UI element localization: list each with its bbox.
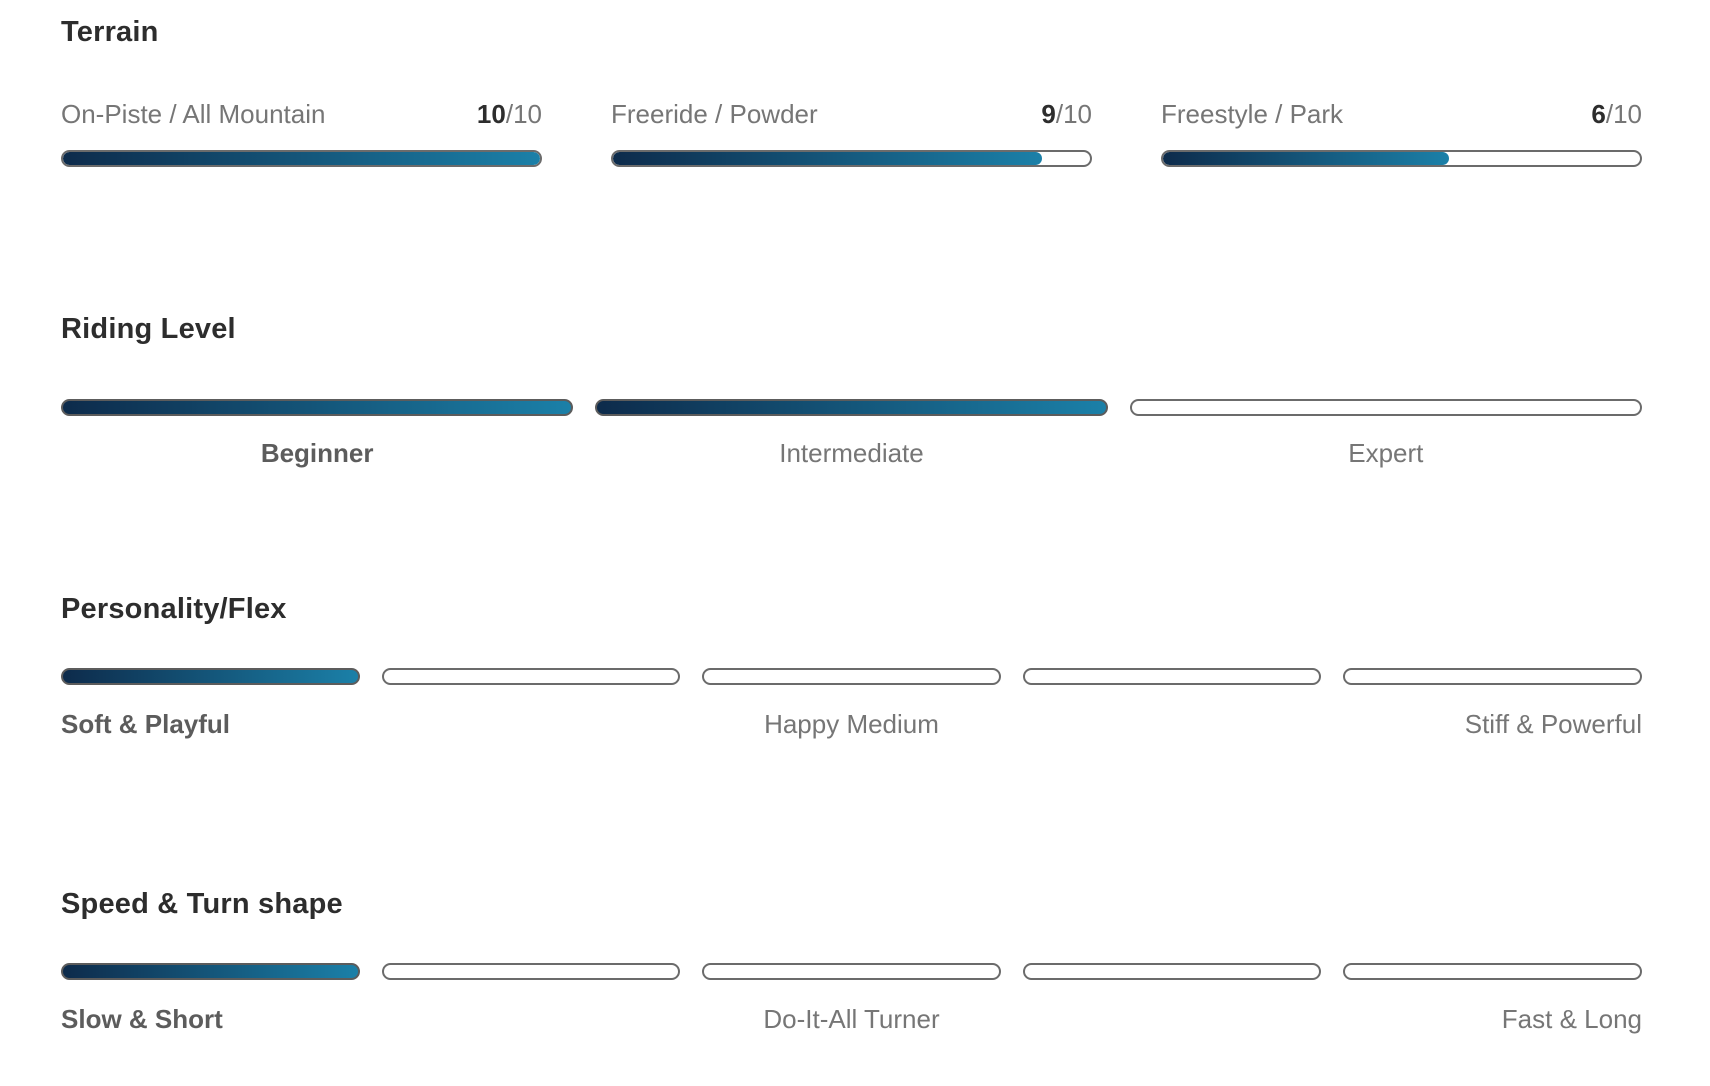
scale-segment (1343, 668, 1642, 686)
rating-bar-fill (1163, 152, 1450, 166)
terrain-metric-freeride: Freeride / Powder 9/10 (611, 99, 1092, 168)
metric-value-max: /10 (505, 99, 542, 130)
riding-level-scale (61, 398, 1642, 416)
section-title-riding-level: Riding Level (61, 313, 236, 346)
metric-value: 9/10 (1041, 99, 1092, 130)
scale-segment (595, 398, 1108, 416)
metric-value-number: 10 (476, 99, 506, 130)
scale-segment (1022, 963, 1322, 981)
scale-segment (381, 963, 681, 981)
metric-value: 10/10 (477, 99, 542, 130)
scale-segment (381, 668, 681, 686)
metric-value-number: 6 (1591, 99, 1606, 130)
scale-label-stiff-powerful: Stiff & Powerful (1464, 709, 1642, 740)
rating-bar-fill (613, 152, 1043, 166)
scale-segment (61, 398, 574, 416)
scale-label-soft-playful: Soft & Playful (61, 709, 231, 740)
section-title-personality-flex: Personality/Flex (61, 592, 287, 625)
metric-label: Freestyle / Park (1161, 99, 1344, 130)
terrain-section: Terrain On-Piste / All Mountain 10/10 Fr… (61, 16, 1642, 168)
personality-flex-labels: Soft & Playful Happy Medium Stiff & Powe… (61, 709, 1642, 740)
speed-turn-shape-section: Speed & Turn shape Slow & Short Do-It-Al… (61, 888, 1642, 1035)
metric-value-max: /10 (1605, 99, 1642, 130)
spec-panel: Terrain On-Piste / All Mountain 10/10 Fr… (61, 16, 1642, 1035)
scale-label-intermediate: Intermediate (779, 437, 924, 468)
scale-label-do-it-all-turner: Do-It-All Turner (763, 1004, 940, 1035)
riding-level-labels: Beginner Intermediate Expert (61, 438, 1642, 469)
terrain-metrics-row: On-Piste / All Mountain 10/10 Freeride /… (61, 99, 1642, 168)
metric-value-number: 9 (1041, 99, 1056, 130)
terrain-metric-onpiste: On-Piste / All Mountain 10/10 (61, 99, 542, 168)
riding-level-section: Riding Level Beginner Intermediate Exper… (61, 313, 1642, 468)
section-title-speed-turn-shape: Speed & Turn shape (61, 888, 343, 921)
section-title-terrain: Terrain (61, 16, 159, 48)
terrain-metric-freestyle: Freestyle / Park 6/10 (1161, 99, 1642, 168)
metric-label: Freeride / Powder (611, 99, 818, 130)
metric-value-max: /10 (1055, 99, 1092, 130)
speed-turn-shape-scale (61, 963, 1642, 981)
speed-turn-shape-labels: Slow & Short Do-It-All Turner Fast & Lon… (61, 1004, 1642, 1035)
scale-label-fast-long: Fast & Long (1501, 1004, 1642, 1035)
scale-label-happy-medium: Happy Medium (764, 709, 939, 740)
scale-segment (702, 668, 1001, 686)
rating-bar-fill (63, 152, 540, 166)
personality-flex-section: Personality/Flex Soft & Playful Happy Me… (61, 593, 1642, 740)
rating-bar-track (611, 150, 1092, 168)
scale-segment (61, 668, 360, 686)
scale-segment (1343, 963, 1642, 981)
scale-segment (1129, 398, 1642, 416)
scale-label-expert: Expert (1348, 437, 1424, 468)
rating-bar-track (61, 150, 542, 168)
metric-value: 6/10 (1591, 99, 1642, 130)
metric-label: On-Piste / All Mountain (61, 99, 326, 130)
rating-bar-track (1161, 150, 1642, 168)
scale-label-slow-short: Slow & Short (61, 1004, 223, 1035)
scale-segment (702, 963, 1001, 981)
scale-label-beginner: Beginner (260, 437, 374, 468)
personality-flex-scale (61, 668, 1642, 686)
scale-segment (1022, 668, 1322, 686)
scale-segment (61, 963, 360, 981)
